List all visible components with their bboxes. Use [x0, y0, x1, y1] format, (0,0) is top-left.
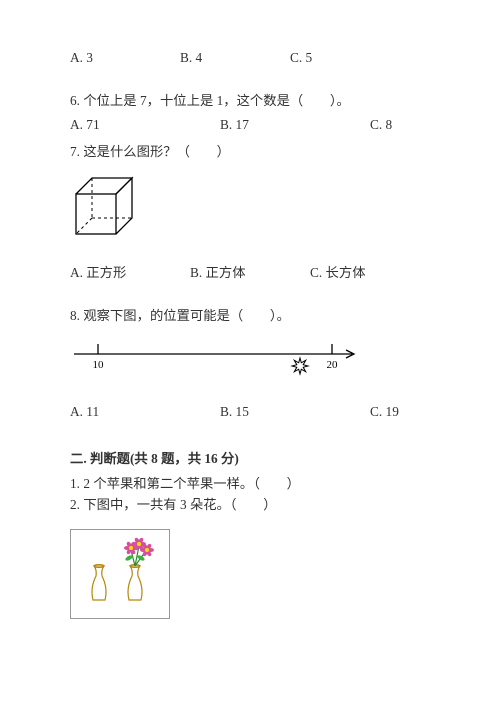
q8-option-a: A. 11	[70, 404, 220, 420]
q7-figure	[70, 172, 430, 248]
q8-option-c: C. 19	[370, 404, 430, 420]
q5-option-b: B. 4	[180, 50, 290, 66]
svg-text:20: 20	[327, 359, 339, 371]
q8-option-b: B. 15	[220, 404, 370, 420]
section2-q1: 1. 2 个苹果和第二个苹果一样。（ ）	[70, 473, 430, 492]
section2-q2: 2. 下图中，一共有 3 朵花。（ ）	[70, 494, 430, 513]
q8-figure: 10 20	[70, 338, 430, 382]
vase-icon	[77, 536, 163, 608]
q5-option-a: A. 3	[70, 50, 180, 66]
page: A. 3 B. 4 C. 5 6. 个位上是 7，十位上是 1，这个数是（ ）。…	[0, 0, 500, 659]
vase-figure	[70, 529, 170, 619]
q6-option-a: A. 71	[70, 117, 220, 133]
q5-options: A. 3 B. 4 C. 5	[70, 50, 430, 66]
q8-text: 8. 观察下图，的位置可能是（ ）。	[70, 305, 430, 324]
q8-options: A. 11 B. 15 C. 19	[70, 404, 430, 420]
q6-option-c: C. 8	[370, 117, 430, 133]
section2-title: 二. 判断题(共 8 题，共 16 分)	[70, 448, 430, 467]
q7-text: 7. 这是什么图形？（ ）	[70, 141, 430, 160]
q7-option-b: B. 正方体	[190, 262, 310, 281]
q7-options: A. 正方形 B. 正方体 C. 长方体	[70, 262, 430, 281]
q7-option-c: C. 长方体	[310, 262, 430, 281]
q6-option-b: B. 17	[220, 117, 370, 133]
q6-options: A. 71 B. 17 C. 8	[70, 117, 430, 133]
q7-option-a: A. 正方形	[70, 262, 190, 281]
q6-text: 6. 个位上是 7，十位上是 1，这个数是（ ）。	[70, 90, 430, 109]
cube-icon	[70, 172, 142, 244]
q5-option-c: C. 5	[290, 50, 400, 66]
numberline-icon: 10 20	[70, 338, 360, 378]
svg-text:10: 10	[93, 359, 105, 371]
